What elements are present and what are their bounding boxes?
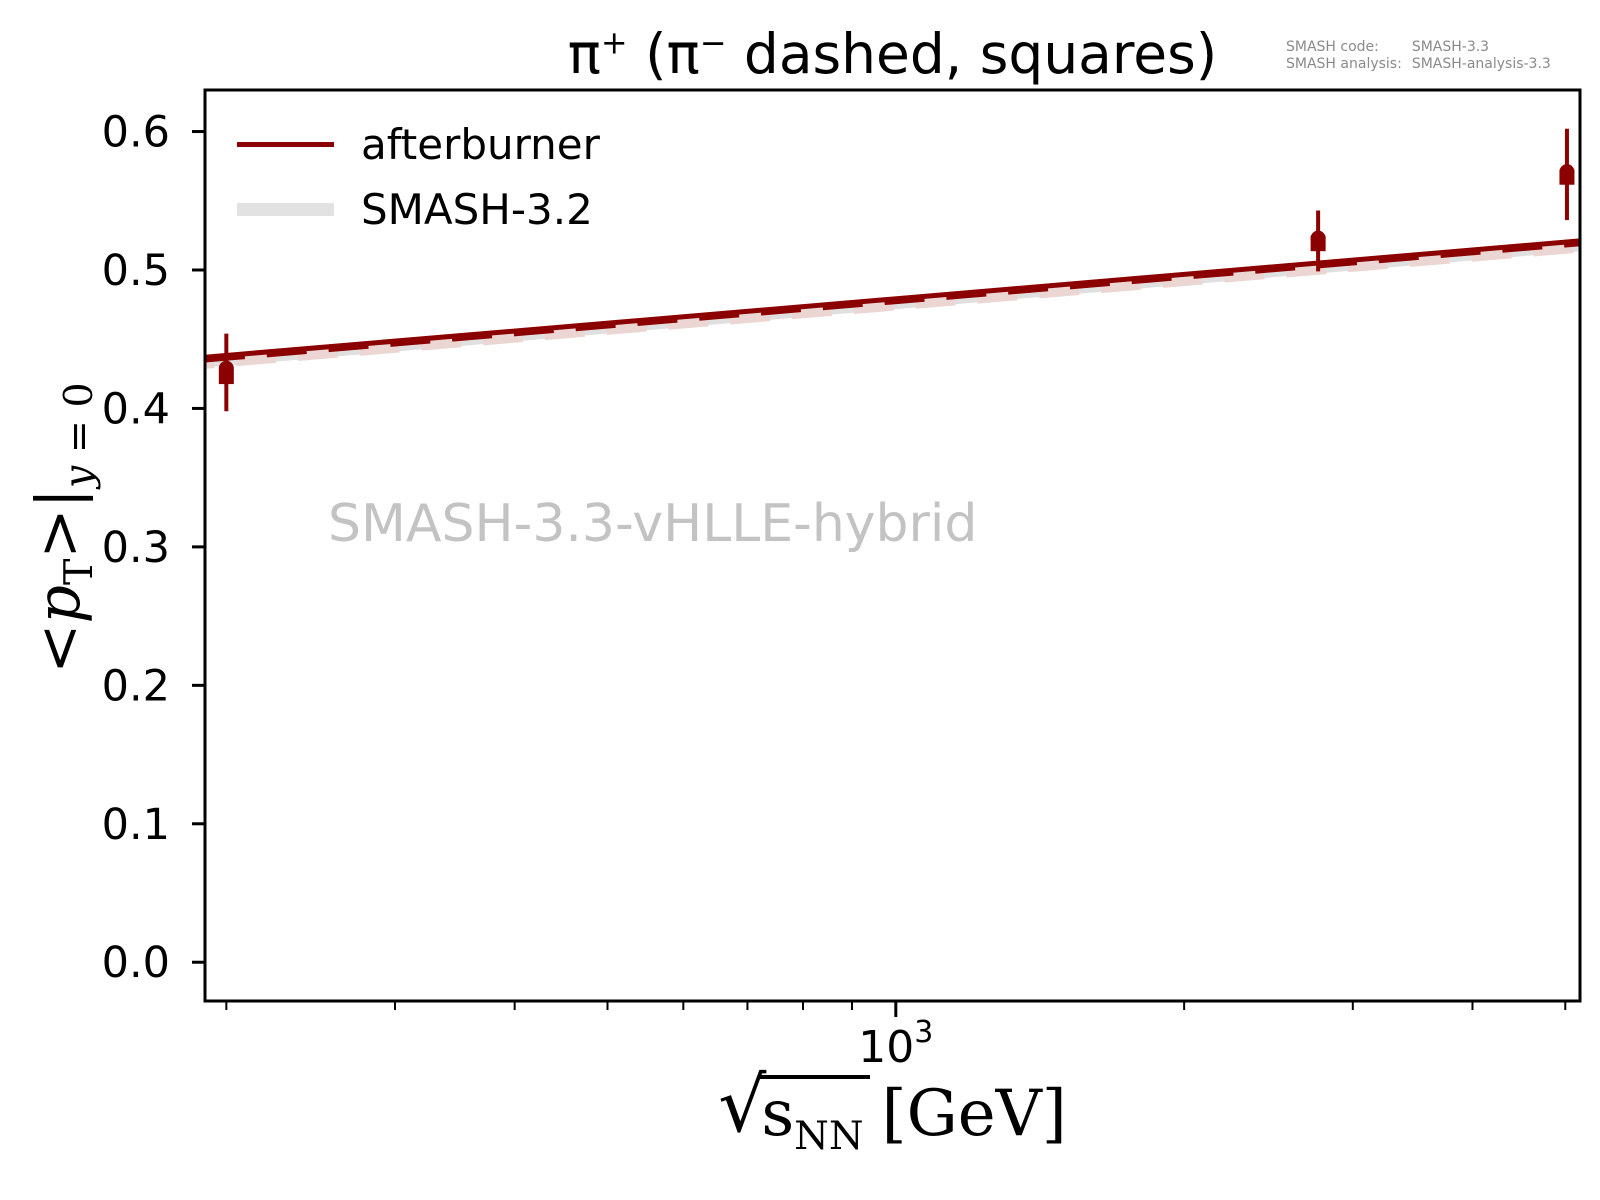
series-line-smash32-pi-minus	[205, 243, 1580, 369]
radical-sign: √	[718, 1061, 767, 1149]
data-point-square-pi-minus	[1310, 236, 1326, 252]
watermark: SMASH-3.3-vHLLE-hybrid	[328, 494, 978, 554]
radicand: sNN	[759, 1075, 870, 1159]
smash-analysis-value: SMASH-analysis-3.3	[1411, 56, 1551, 72]
ylabel-condition-subscript: y = 0	[56, 382, 102, 489]
smash-code-value: SMASH-3.3	[1411, 39, 1490, 55]
plot-title: π+ (π− dashed, squares)	[205, 23, 1580, 84]
ylabel-close-bracket: >|	[24, 488, 94, 559]
legend-label-smash32: SMASH-3.2	[361, 185, 593, 234]
x-tick-label: 103	[858, 1015, 933, 1073]
x-axis-ticks: 103	[225, 1001, 1567, 1073]
y-tick-label: 0.1	[102, 800, 170, 850]
title-mid: (π	[627, 22, 700, 86]
smash32-line-swatch	[237, 203, 334, 216]
y-tick-label: 0.3	[102, 523, 170, 573]
legend-item-afterburner: afterburner	[237, 112, 600, 177]
xlabel-variable-subscript: NN	[794, 1112, 864, 1159]
y-axis-label: <pT>|y = 0	[24, 382, 102, 673]
title-superscript-minus: −	[699, 23, 727, 62]
smash-code-label: SMASH code:	[1286, 39, 1379, 55]
ylabel-open-bracket: <	[24, 623, 94, 674]
y-tick-label: 0.6	[102, 108, 170, 158]
title-superscript-plus: +	[600, 23, 628, 62]
y-tick-label: 0.0	[102, 938, 170, 988]
series-line-afterburner-pi-minus	[205, 241, 1580, 363]
data-point-square-pi-minus	[218, 369, 234, 385]
y-tick-label: 0.5	[102, 246, 170, 296]
y-tick-label: 0.2	[102, 661, 170, 711]
version-annotation: SMASH code: SMASH-3.3 SMASH analysis: SM…	[1286, 39, 1551, 73]
ylabel-variable: p	[24, 585, 94, 624]
data-points	[218, 128, 1575, 412]
data-point-square-pi-minus	[1559, 169, 1575, 185]
ylabel-variable-subscript: T	[56, 558, 102, 586]
afterburner-line-swatch	[237, 142, 334, 147]
x-axis-label: √sNN [GeV]	[205, 1067, 1580, 1159]
xlabel-variable: s	[761, 1077, 795, 1151]
series-lines	[205, 238, 1580, 369]
xlabel-unit: [GeV]	[881, 1077, 1067, 1151]
smash-analysis-label: SMASH analysis:	[1286, 56, 1402, 72]
legend-item-smash32: SMASH-3.2	[237, 177, 600, 242]
legend-label-afterburner: afterburner	[361, 120, 600, 169]
y-axis-ticks: 0.0 0.1 0.2 0.3 0.4 0.5 0.6	[102, 108, 205, 988]
legend: afterburner SMASH-3.2	[237, 112, 600, 242]
y-tick-label: 0.4	[102, 384, 170, 434]
title-post: dashed, squares)	[726, 22, 1218, 86]
title-pi-plus: π	[567, 22, 601, 86]
series-line-afterburner-pi-plus	[205, 238, 1580, 360]
